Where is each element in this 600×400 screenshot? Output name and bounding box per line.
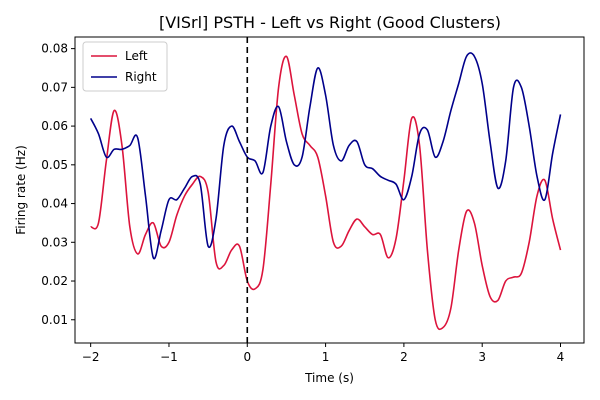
y-tick-label: 0.05 bbox=[41, 158, 68, 172]
series-line-right bbox=[89, 52, 562, 260]
y-tick-label: 0.02 bbox=[41, 274, 68, 288]
x-tick-label: 3 bbox=[478, 350, 486, 364]
y-tick-label: 0.01 bbox=[41, 313, 68, 327]
legend-box bbox=[82, 41, 168, 92]
y-tick-label: 0.04 bbox=[41, 197, 68, 211]
y-axis-label: Firing rate (Hz) bbox=[14, 145, 28, 235]
axes-frame bbox=[74, 36, 585, 344]
y-tick-label: 0.07 bbox=[41, 80, 68, 94]
y-tick-label: 0.08 bbox=[41, 42, 68, 56]
chart-title: [VISrl] PSTH - Left vs Right (Good Clust… bbox=[159, 13, 501, 32]
x-tick-label: −1 bbox=[160, 350, 178, 364]
legend-label-right: Right bbox=[125, 70, 157, 84]
x-tick-label: 0 bbox=[243, 350, 251, 364]
series-line-left bbox=[90, 55, 562, 331]
y-tick-label: 0.06 bbox=[41, 119, 68, 133]
legend: Left Right bbox=[82, 41, 168, 92]
x-axis-label: Time (s) bbox=[304, 371, 354, 385]
plot-area bbox=[89, 37, 562, 343]
x-tick-label: 4 bbox=[557, 350, 565, 364]
y-tick-label: 0.03 bbox=[41, 235, 68, 249]
x-tick-label: 2 bbox=[400, 350, 408, 364]
legend-label-left: Left bbox=[125, 49, 148, 63]
x-tick-label: 1 bbox=[322, 350, 330, 364]
axis-ticks: −2 −1 0 1 2 3 4 0.01 0.02 0.03 0.04 0.05 0.06 0.07 0.0… bbox=[41, 42, 564, 364]
x-tick-label: −2 bbox=[82, 350, 100, 364]
